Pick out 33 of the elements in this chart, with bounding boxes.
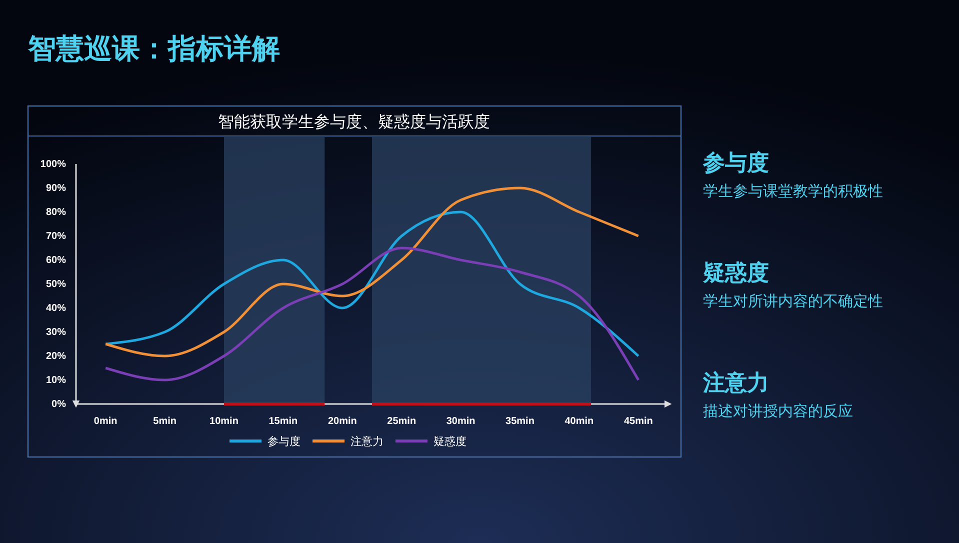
x-tick-label: 25min	[387, 416, 416, 428]
legend-label: 疑惑度	[434, 435, 466, 448]
y-tick-label: 70%	[46, 231, 66, 242]
y-tick-label: 10%	[46, 375, 66, 386]
y-tick-label: 90%	[46, 183, 66, 194]
x-tick-label: 35min	[506, 416, 534, 428]
x-tick-label: 15min	[268, 416, 298, 428]
y-tick-label: 50%	[46, 279, 66, 290]
chart-title: 智慧巡课：指标详解	[27, 32, 280, 65]
line-series	[104, 246, 640, 382]
chart-subtitle: 智能获取学生参与度、疑惑度与活跃度	[218, 112, 490, 131]
text: 参与度	[702, 150, 769, 176]
text: 注意力	[702, 370, 769, 396]
x-tick-label: 10min	[210, 416, 238, 428]
y-tick-label: 0%	[52, 399, 66, 410]
x-tick-label: 45min	[624, 416, 653, 428]
y-tick-label: 60%	[46, 255, 66, 266]
y-tick-label: 100%	[40, 159, 66, 170]
x-tick-label: 30min	[446, 416, 476, 428]
legend-label: 注意力	[350, 435, 384, 448]
x-tick-label: 0min	[94, 416, 118, 428]
text: 疑惑度	[702, 260, 769, 286]
y-tick-label: 20%	[46, 351, 66, 362]
y-tick-label: 80%	[46, 207, 66, 218]
text: 学生参与课堂教学的积极性	[703, 182, 883, 200]
legend-label: 参与度	[268, 435, 300, 448]
x-tick-label: 5min	[153, 416, 176, 428]
x-tick-label: 40min	[564, 416, 594, 428]
text: 学生对所讲内容的不确定性	[703, 292, 883, 310]
x-tick-label: 20min	[328, 416, 357, 428]
y-tick-label: 40%	[46, 303, 66, 314]
y-tick-label: 30%	[46, 327, 66, 338]
text: 描述对讲授内容的反应	[703, 402, 853, 420]
